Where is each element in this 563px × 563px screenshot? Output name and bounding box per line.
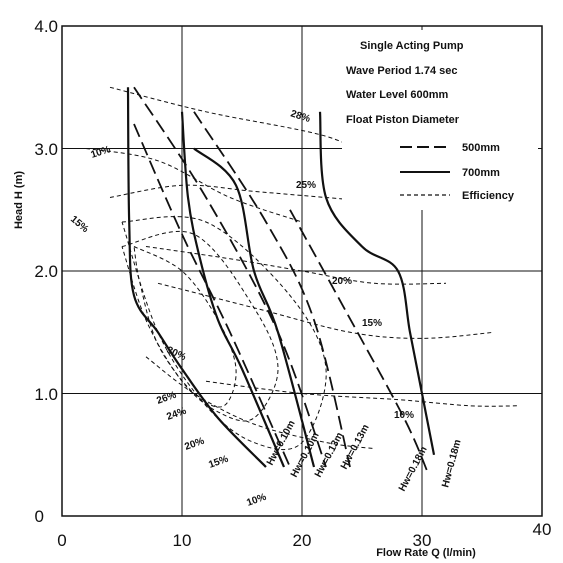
curves xyxy=(126,86,436,474)
curve-label-5: Hw=0.18m xyxy=(440,438,463,488)
series-curve-4 xyxy=(193,147,316,468)
y-tick-2: 2.0 xyxy=(34,262,58,281)
legend-entry-500mm: 500mm xyxy=(462,142,500,154)
y-tick-1: 1.0 xyxy=(34,385,58,404)
efficiency-curve-8 xyxy=(121,216,327,451)
series-curve-6 xyxy=(289,209,429,474)
eff-label-20-lower: 20% xyxy=(183,436,206,453)
x-tick-1: 10 xyxy=(173,531,192,550)
x-tick-3: 30 xyxy=(413,531,432,550)
efficiency-curve-3 xyxy=(145,246,447,285)
x-tick-0: 0 xyxy=(57,531,66,550)
legend-line-3: Water Level 600mm xyxy=(346,89,449,101)
efficiency-curve-6 xyxy=(133,246,237,408)
eff-label-24: 24% xyxy=(165,406,188,423)
y-ticks: 0 1.0 2.0 3.0 4.0 xyxy=(34,17,58,526)
efficiency-curve-4 xyxy=(157,282,495,339)
eff-label-10-right: 10% xyxy=(394,410,414,421)
curve-label-4: Hw=0.18m xyxy=(397,445,430,494)
x-ticks: 0 10 20 30 40 xyxy=(57,520,551,550)
eff-label-20-upper: 20% xyxy=(332,276,352,287)
series-curve-7 xyxy=(318,111,436,456)
efficiency-curve-5 xyxy=(205,380,519,407)
series-curve-5 xyxy=(193,111,351,468)
curve-label-3: Hw=0.13m xyxy=(339,423,372,472)
eff-label-15-upper: 15% xyxy=(362,318,382,329)
eff-label-10-lower: 10% xyxy=(245,492,268,509)
series-curve-3 xyxy=(133,86,327,468)
eff-label-15-left: 15% xyxy=(68,214,90,235)
y-tick-4: 4.0 xyxy=(34,17,58,36)
x-axis-label: Flow Rate Q (l/min) xyxy=(376,547,476,559)
efficiency-curve-9 xyxy=(145,356,375,450)
legend: Single Acting Pump Wave Period 1.74 sec … xyxy=(342,30,538,210)
legend-line-4: Float Piston Diameter xyxy=(346,114,460,126)
legend-background xyxy=(342,30,538,210)
legend-line-1: Single Acting Pump xyxy=(360,40,464,52)
legend-entry-efficiency: Efficiency xyxy=(462,190,515,202)
x-tick-2: 20 xyxy=(293,531,312,550)
legend-entry-700mm: 700mm xyxy=(462,167,500,179)
y-tick-0: 0 xyxy=(35,507,44,526)
eff-label-28: 28% xyxy=(289,108,312,125)
series-curve-0 xyxy=(126,87,267,468)
legend-line-2: Wave Period 1.74 sec xyxy=(346,65,458,77)
efficiency-curve-1 xyxy=(85,148,303,223)
curve-labels: Hw=0.10m Hw=0.10m Hw=0.13m Hw=0.13m Hw=0… xyxy=(265,419,464,494)
efficiency-curve-0 xyxy=(109,86,375,162)
y-axis-label: Head H (m) xyxy=(13,171,25,229)
series-curve-2 xyxy=(180,111,286,468)
x-tick-4: 40 xyxy=(533,520,552,539)
eff-label-10-left: 10% xyxy=(90,144,113,161)
eff-label-15-lower: 15% xyxy=(207,454,230,471)
eff-label-26: 26% xyxy=(155,390,178,407)
series-curve-1 xyxy=(133,123,291,468)
plot-area xyxy=(61,25,543,517)
eff-label-25: 25% xyxy=(296,180,316,191)
efficiency-curve-7 xyxy=(121,230,279,422)
y-tick-3: 3.0 xyxy=(34,140,58,159)
